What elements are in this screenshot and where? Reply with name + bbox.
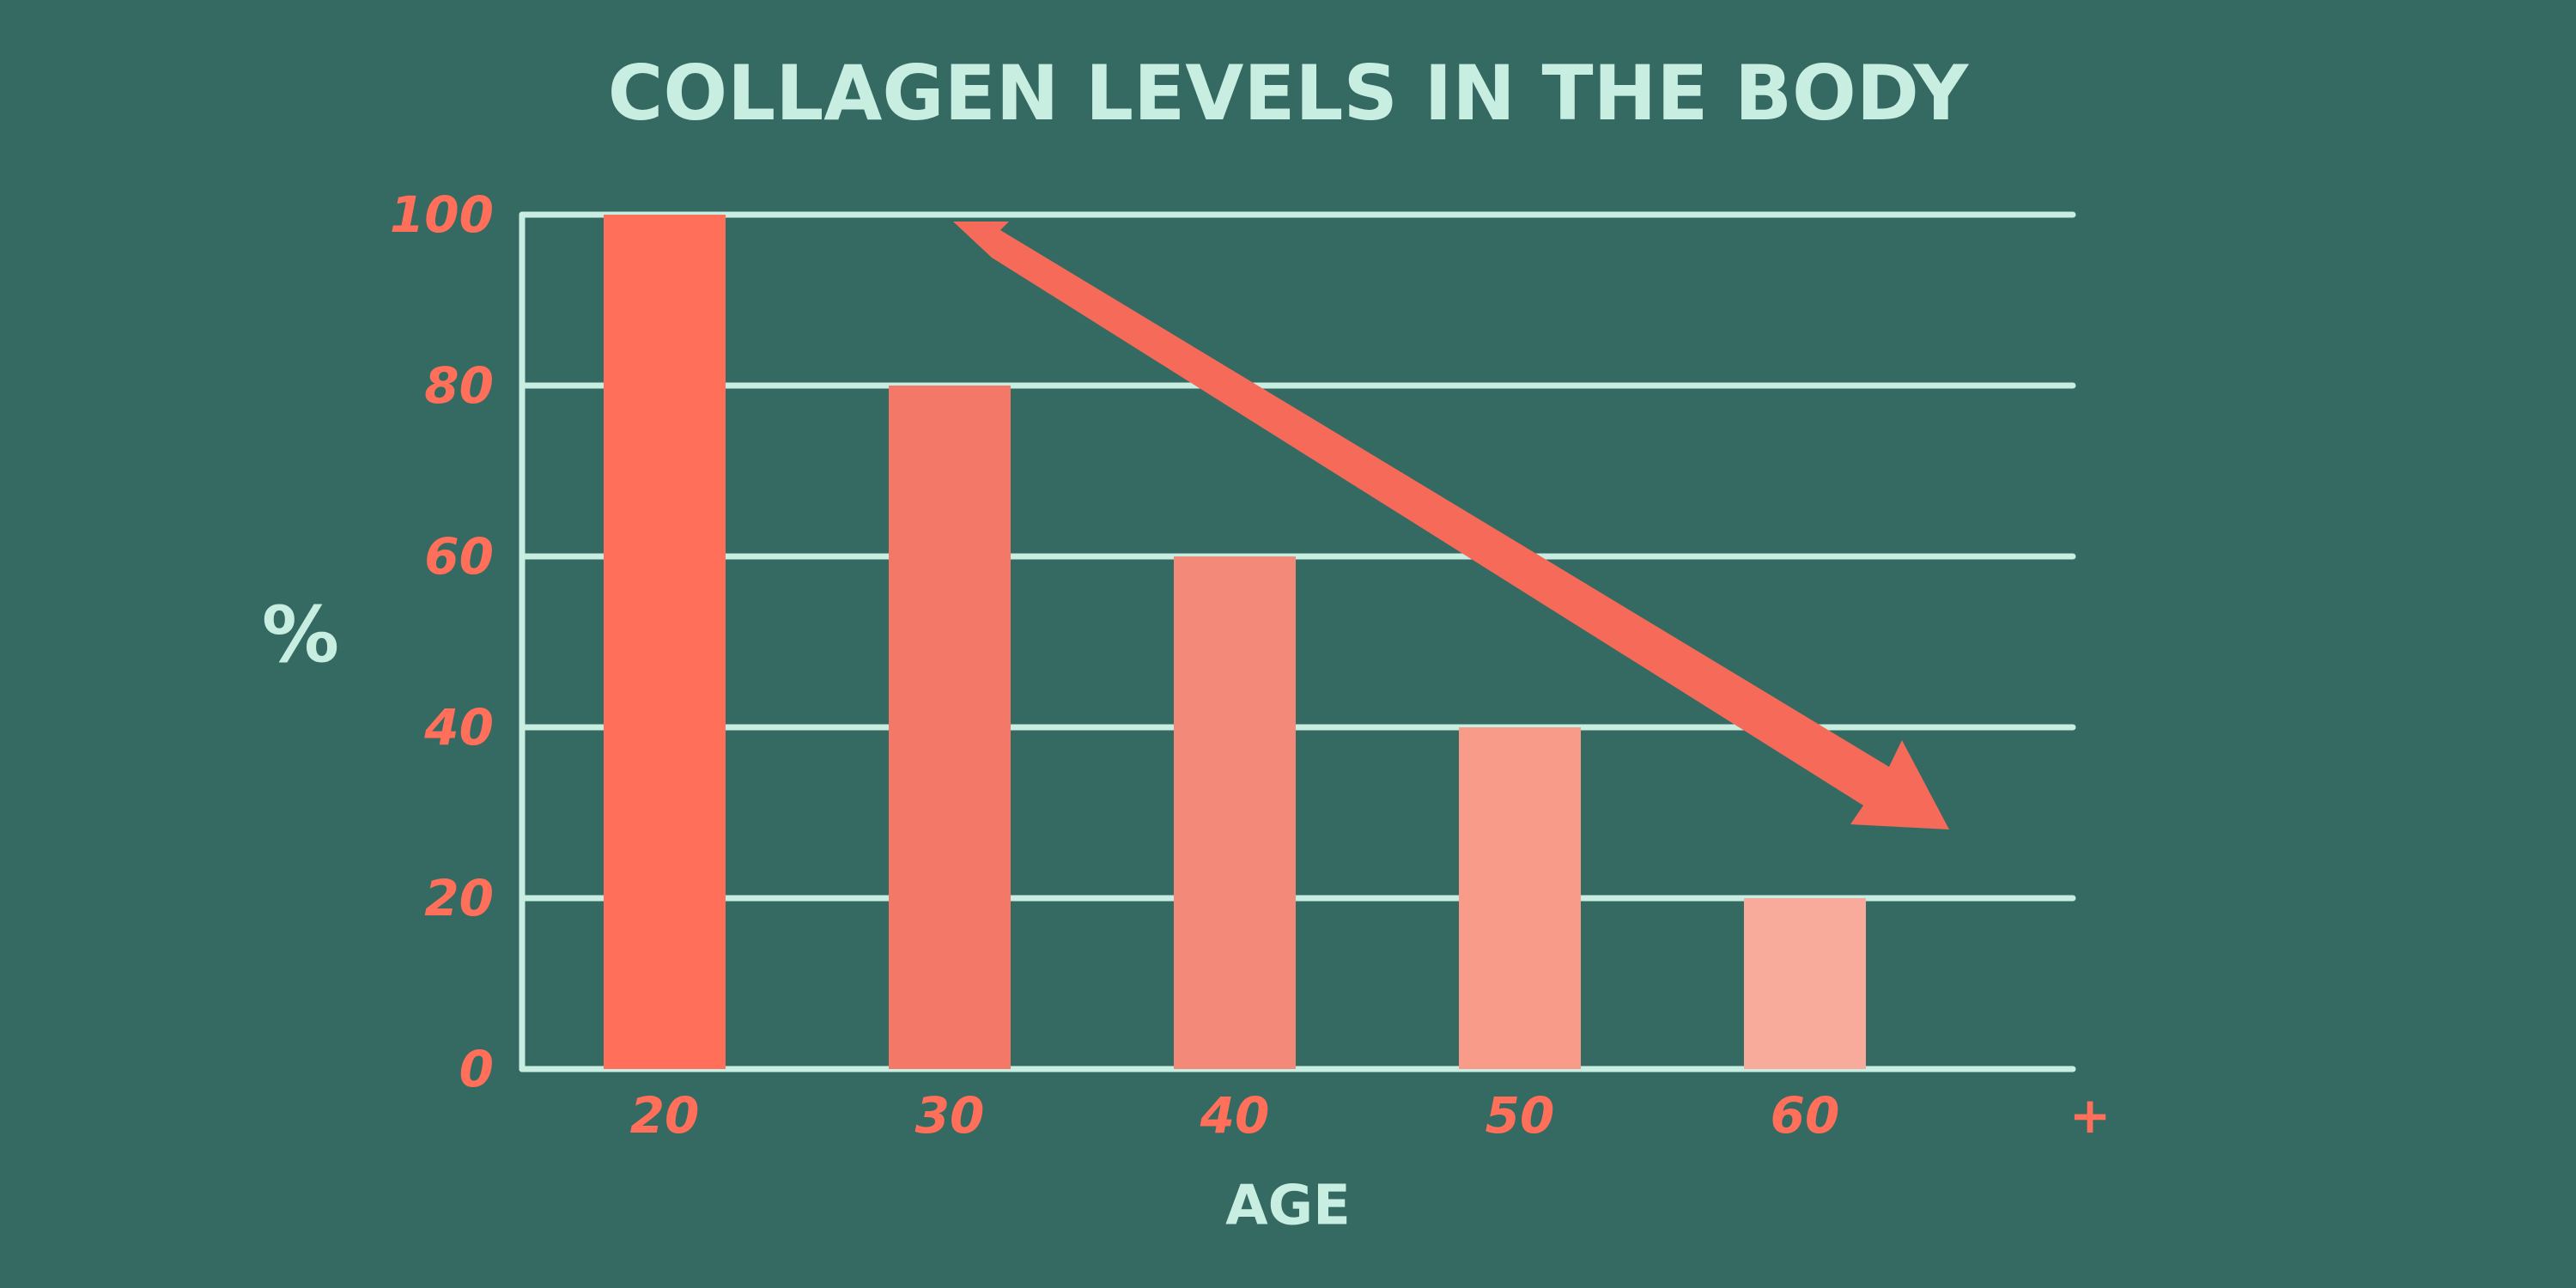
bar [1459, 727, 1581, 1069]
plot-area: 0 20 40 60 80 100 20 30 40 50 60 + [390, 185, 2111, 1145]
x-tick-label: 30 [915, 1086, 985, 1145]
bar [1174, 556, 1296, 1069]
trend-arrow [953, 222, 1949, 829]
x-axis-label: AGE [1225, 1175, 1351, 1238]
x-tick-label: 40 [1200, 1086, 1270, 1145]
y-tick-label: 60 [424, 527, 494, 586]
y-tick-label: 20 [424, 869, 494, 927]
bar [604, 215, 726, 1069]
y-tick-label: 0 [459, 1040, 494, 1098]
x-tick-label: 60 [1771, 1086, 1840, 1145]
x-tick-label: 20 [630, 1086, 700, 1145]
bar [889, 386, 1011, 1069]
x-tick-label: 50 [1485, 1086, 1555, 1145]
chart-title: COLLAGEN LEVELS IN THE BODY [608, 49, 1970, 137]
x-tick-label: + [2069, 1086, 2111, 1145]
bar [1744, 898, 1866, 1069]
y-tick-label: 80 [424, 356, 494, 415]
y-axis-label: % [262, 590, 339, 680]
y-tick-label: 100 [390, 185, 494, 244]
y-tick-label: 40 [423, 698, 494, 756]
